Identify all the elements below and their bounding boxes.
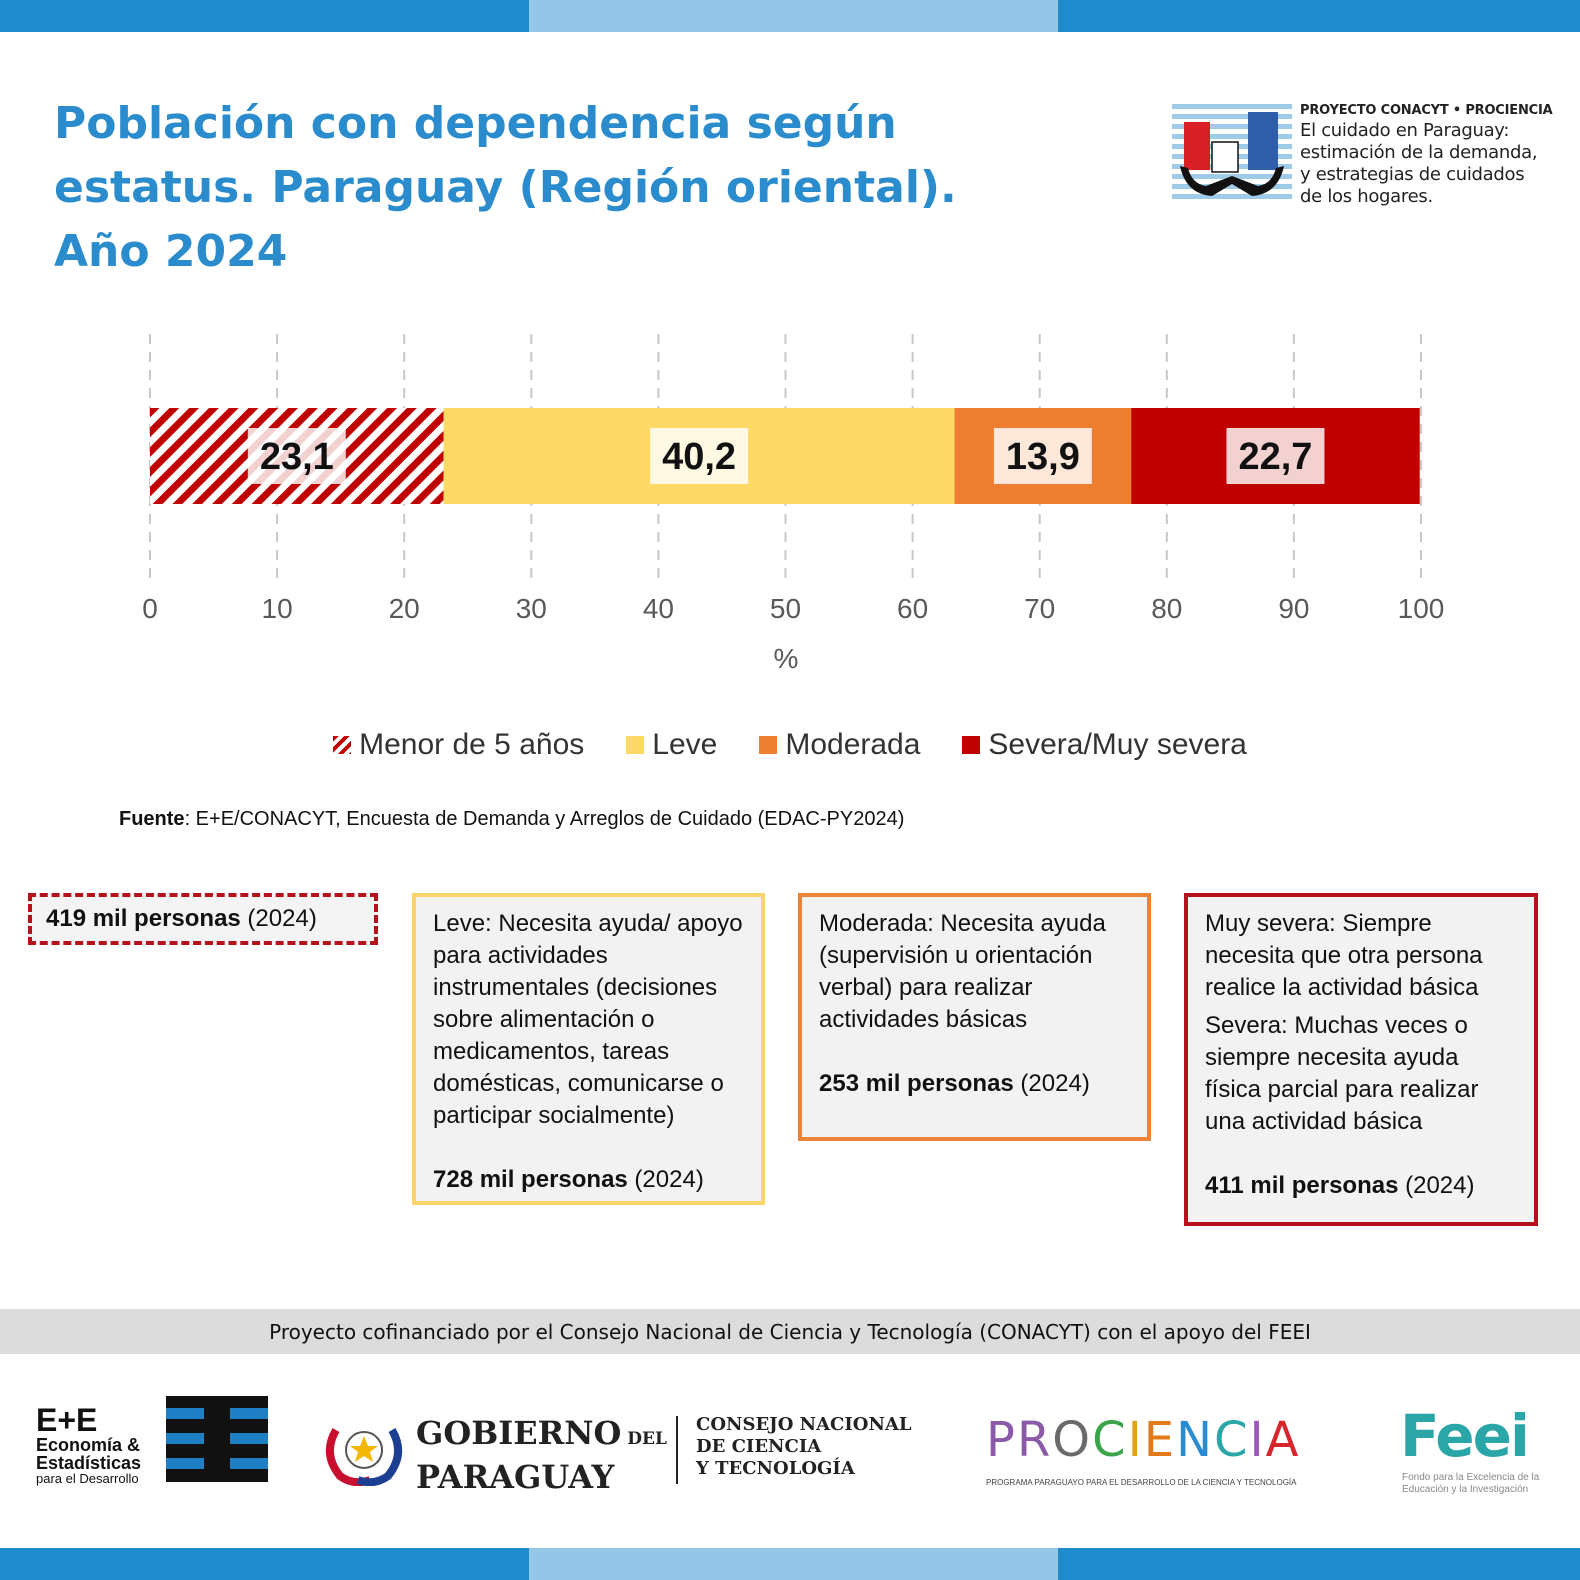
gobierno-del: DEL [627,1429,667,1449]
gobierno-word: GOBIERNO [416,1414,622,1452]
leve-description: Leve: Necesita ayuda/ apoyo para activid… [433,910,743,1129]
moderada-count: 253 mil personas (2024) [819,1068,1130,1100]
x-tick-label: 50 [770,593,801,624]
x-tick-label: 30 [516,593,547,624]
source-label: Fuente [119,808,185,830]
x-tick-label: 90 [1278,593,1309,624]
project-line-4: de los hogares. [1300,186,1433,207]
chart-legend: Menor de 5 años Leve Moderada Severa/Muy se… [0,728,1580,762]
data-label-background [650,428,749,484]
box-leve: Leve: Necesita ayuda/ apoyo para activid… [412,893,765,1205]
menor-count-year: (2024) [240,905,317,932]
severa-description: Severa: Muchas veces o siempre necesita … [1205,1012,1479,1135]
source-note: Fuente: E+E/CONACYT, Encuesta de Demanda… [119,808,904,831]
data-label: 40,2 [662,436,736,478]
legend-label: Leve [652,728,718,761]
legend-swatch [626,736,645,754]
ee-logo-line3: para el Desarrollo [36,1471,139,1486]
severa-count: 411 mil personas (2024) [1205,1170,1517,1202]
ee-logo-line1: Economía & [36,1435,141,1455]
data-label: 13,9 [1006,436,1080,478]
data-label: 23,1 [260,436,334,478]
legend-swatch [333,736,352,754]
moderada-description: Moderada: Necesita ayuda (supervisión u … [819,910,1106,1033]
prociencia-subtitle: PROGRAMA PARAGUAYO PARA EL DESARROLLO DE… [986,1478,1297,1487]
conacyt-line2: DE CIENCIA [696,1436,822,1457]
box-menor-de-5: 419 mil personas (2024) [28,893,378,945]
x-tick-label: 20 [389,593,420,624]
conacyt-line1: CONSEJO NACIONAL [696,1414,912,1435]
x-tick-label: 0 [142,593,158,624]
ee-logo-mark: E+E [36,1402,98,1438]
legend-label: Severa/Muy severa [988,728,1247,761]
legend-swatch [962,736,981,754]
project-line-1: El cuidado en Paraguay: [1300,120,1510,141]
x-tick-label: 80 [1151,593,1182,624]
legend-item: Leve [626,728,717,762]
x-tick-label: 60 [897,593,928,624]
project-hands-logo [1172,104,1292,199]
project-line-2: estimación de la demanda, [1300,142,1538,163]
feei-sub-line1: Fondo para la Excelencia de la [1402,1472,1540,1483]
leve-count: 728 mil personas (2024) [433,1164,744,1196]
severa-count-value: 411 mil personas [1205,1172,1399,1199]
moderada-count-value: 253 mil personas [819,1070,1014,1097]
legend-item: Menor de 5 años [333,728,584,762]
ee-logo-icon [166,1396,268,1482]
prociencia-logo: PROCIENCIA PROGRAMA PARAGUAYO PARA EL DE… [986,1404,1316,1496]
leve-count-value: 728 mil personas [433,1166,628,1193]
top-color-band [0,0,1580,32]
source-text: : E+E/CONACYT, Encuesta de Demanda y Arr… [184,808,905,830]
box-moderada: Moderada: Necesita ayuda (supervisión u … [798,893,1151,1141]
paraguay-word: PARAGUAY [416,1458,615,1496]
gobierno-paraguay-logo: GOBIERNO DEL PARAGUAY CONSEJO NACIONAL DE… [322,1410,932,1496]
x-tick-label: 100 [1398,593,1445,624]
feei-sub-line2: Educación y la Investigación [1402,1484,1529,1495]
x-tick-label: 40 [643,593,674,624]
page-title: Población con dependencia según estatus.… [54,98,957,277]
severa-count-year: (2024) [1398,1172,1475,1199]
data-label-background [993,428,1092,484]
ee-logo: E+E Economía & Estadísticas para el Desa… [36,1396,276,1496]
leve-count-year: (2024) [627,1166,704,1193]
ee-logo-line2: Estadísticas [36,1453,142,1473]
legend-item: Moderada [759,728,920,762]
stacked-bar-chart: 23,1 40,2 13,9 22,7 0 10 20 30 40 50 60 70 80 90 100 … [142,334,1445,674]
feei-word: Feei [1400,1402,1530,1470]
data-label-background [247,428,346,484]
project-title-block: PROYECTO CONACYT • PROCIENCIA El cuidado… [1300,102,1560,208]
prociencia-word: PROCIENCIA [986,1412,1301,1468]
escudo-icon [326,1427,402,1486]
gobierno-divider [676,1416,678,1484]
x-tick-label: 70 [1024,593,1055,624]
data-label: 22,7 [1238,436,1312,478]
cofinanciado-banner: Proyecto cofinanciado por el Consejo Nac… [0,1309,1580,1354]
legend-swatch [759,736,778,754]
legend-label: Moderada [785,728,921,761]
conacyt-line3: Y TECNOLOGÍA [696,1458,855,1479]
bottom-color-band [0,1548,1580,1580]
moderada-count-year: (2024) [1013,1070,1090,1097]
box-severa: Muy severa: Siempre necesita que otra pe… [1184,893,1538,1226]
data-label-background [1226,428,1325,484]
muy-severa-description: Muy severa: Siempre necesita que otra pe… [1205,910,1483,1001]
x-tick-label: 10 [262,593,293,624]
legend-item: Severa/Muy severa [962,728,1247,762]
legend-label: Menor de 5 años [359,728,585,761]
menor-count: 419 mil personas (2024) [46,903,360,935]
project-line-3: y estrategias de cuidados [1300,164,1525,185]
project-heading: PROYECTO CONACYT • PROCIENCIA [1300,103,1553,118]
x-axis-label: % [774,643,799,674]
menor-count-value: 419 mil personas [46,905,241,932]
feei-logo: Feei Fondo para la Excelencia de la Educa… [1400,1404,1540,1500]
